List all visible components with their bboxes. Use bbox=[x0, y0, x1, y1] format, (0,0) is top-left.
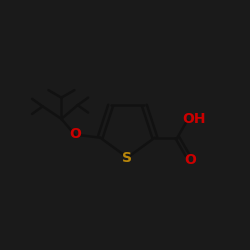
Text: OH: OH bbox=[182, 112, 205, 126]
Text: O: O bbox=[184, 153, 196, 167]
Text: O: O bbox=[69, 127, 81, 141]
Text: S: S bbox=[122, 150, 132, 164]
